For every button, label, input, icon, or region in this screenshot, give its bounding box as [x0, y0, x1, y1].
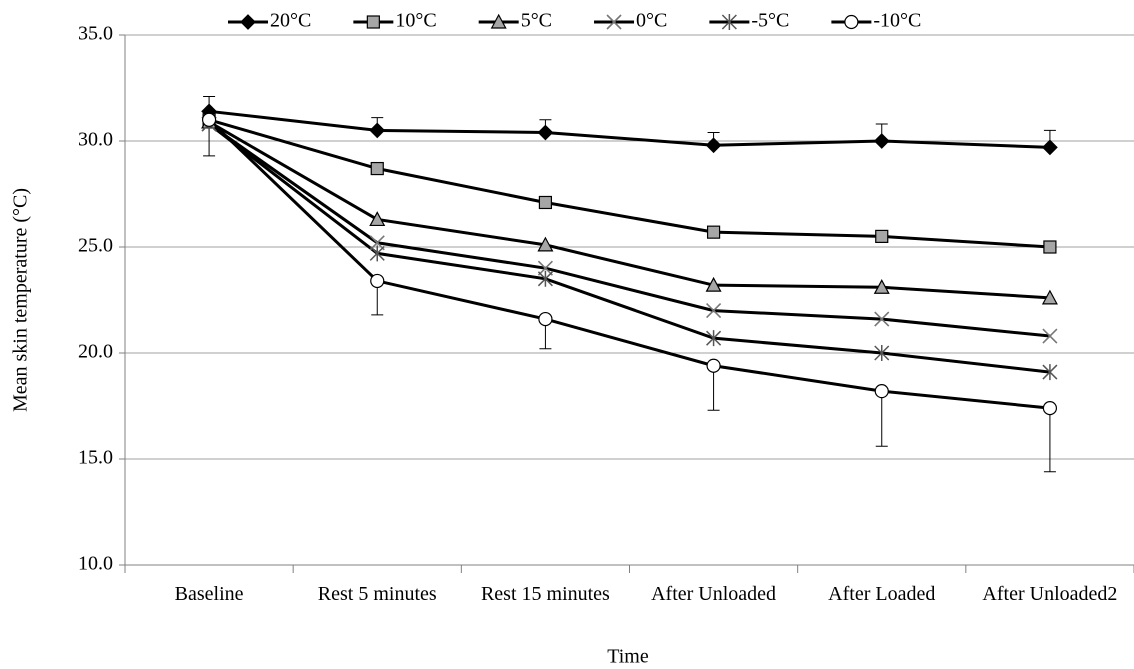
series-line	[208, 118, 1051, 249]
x-tick-label: After Loaded	[828, 583, 936, 605]
marker	[1042, 364, 1058, 381]
marker	[537, 270, 553, 287]
legend-label: 0°C	[636, 10, 667, 32]
y-tick-label: 10.0	[78, 553, 113, 575]
y-axis-title: Mean skin temperature (°C)	[10, 188, 32, 412]
legend-label: -5°C	[751, 10, 789, 32]
legend-label: 10°C	[395, 10, 436, 32]
marker	[538, 311, 553, 327]
legend-label: -10°C	[873, 10, 921, 32]
series-line	[208, 122, 1051, 338]
marker	[844, 14, 859, 30]
marker	[369, 235, 385, 251]
marker	[1041, 289, 1058, 305]
series-line	[208, 120, 1051, 300]
marker	[366, 15, 380, 29]
marker	[706, 303, 722, 319]
x-tick-label: Rest 15 minutes	[480, 583, 610, 605]
marker	[537, 124, 554, 141]
marker	[873, 133, 890, 149]
marker	[369, 211, 386, 227]
legend-item: -10°C	[831, 10, 921, 32]
series-line	[208, 109, 1050, 149]
marker	[1042, 139, 1058, 156]
marker	[370, 161, 384, 176]
legend-item: 10°C	[353, 10, 437, 32]
error-bar	[1043, 408, 1056, 473]
marker	[490, 13, 507, 29]
error-bar	[707, 365, 720, 411]
marker	[538, 195, 553, 210]
marker	[537, 260, 553, 276]
marker	[1042, 328, 1058, 344]
legend-item: 20°C	[228, 10, 311, 32]
marker	[369, 245, 385, 262]
x-axis-title: Time	[607, 646, 649, 668]
legend-item: -5°C	[709, 10, 789, 32]
marker	[873, 279, 890, 294]
marker	[706, 225, 721, 239]
marker	[706, 358, 721, 373]
marker	[240, 14, 256, 30]
y-tick-label: 25.0	[78, 235, 113, 257]
series-line	[208, 118, 1051, 410]
marker	[706, 330, 722, 347]
marker	[537, 236, 554, 252]
y-tick-label: 30.0	[78, 129, 113, 151]
marker	[1042, 401, 1058, 416]
x-tick-label: After Unloaded2	[982, 583, 1118, 605]
marker	[369, 122, 386, 139]
marker	[370, 273, 385, 289]
error-bar	[875, 391, 888, 447]
legend-item: 0°C	[594, 10, 667, 32]
marker	[874, 311, 890, 327]
marker	[721, 14, 737, 30]
legend-label: 5°C	[521, 10, 552, 32]
legend-item: 5°C	[478, 10, 552, 32]
x-tick-label: Rest 5 minutes	[317, 583, 437, 605]
y-tick-label: 20.0	[78, 341, 113, 363]
series-line	[208, 122, 1051, 374]
legend-label: 20°C	[270, 10, 311, 32]
marker	[874, 345, 890, 361]
marker	[201, 112, 217, 127]
marker	[875, 229, 889, 243]
y-tick-label: 35.0	[78, 23, 113, 45]
marker	[705, 276, 722, 292]
marker	[874, 384, 889, 399]
marker	[1043, 240, 1057, 254]
x-tick-label: After Unloaded	[651, 583, 777, 605]
x-tick-label: Baseline	[174, 583, 244, 605]
y-tick-label: 15.0	[78, 447, 113, 469]
marker	[705, 137, 722, 154]
marker	[606, 14, 622, 30]
